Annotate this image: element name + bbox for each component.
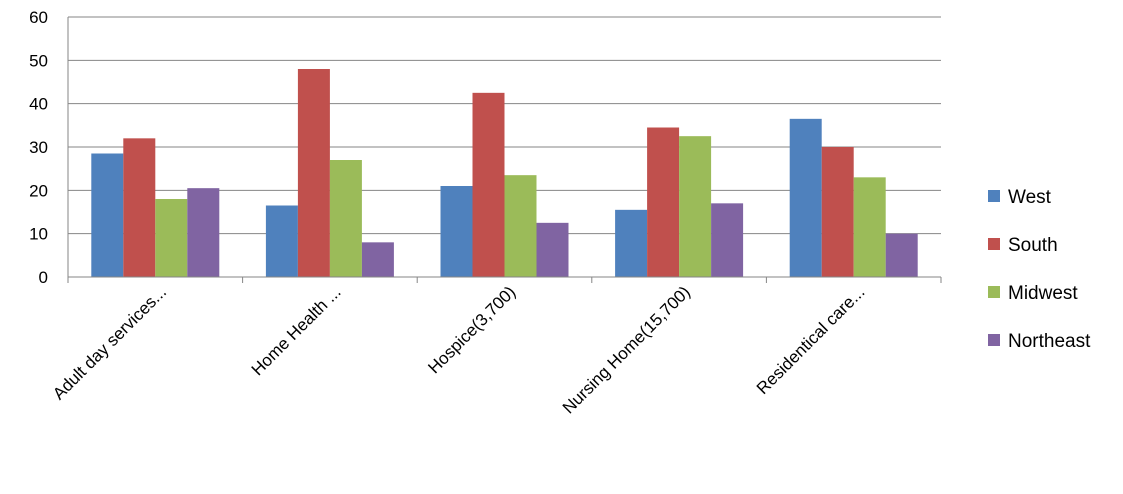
bar-west-3 — [615, 209, 648, 277]
legend-label-northeast: Northeast — [1008, 331, 1091, 352]
y-tick-label: 20 — [29, 181, 48, 200]
bar-south-2 — [472, 92, 505, 277]
bar-south-0 — [123, 138, 156, 277]
bar-northeast-2 — [536, 222, 569, 277]
y-tick-label: 0 — [39, 268, 48, 287]
bar-northeast-4 — [885, 233, 918, 277]
axes — [67, 17, 942, 283]
x-category-label: Nursing Home(15,700) — [559, 282, 694, 417]
bar-west-0 — [91, 153, 124, 277]
bar-midwest-1 — [329, 160, 362, 277]
bar-west-1 — [265, 205, 298, 277]
x-category-label: Adult day services... — [49, 282, 170, 403]
x-category-label: Hospice(3,700) — [424, 282, 519, 377]
legend: West South Midwest Northeast — [988, 187, 1091, 352]
bar-northeast-3 — [711, 203, 744, 277]
legend-swatch-midwest — [988, 286, 1000, 298]
y-tick-label: 50 — [29, 51, 48, 70]
x-category-label: Home Health ... — [248, 282, 345, 379]
legend-swatch-west — [988, 190, 1000, 202]
legend-label-south: South — [1008, 235, 1058, 256]
bar-south-3 — [647, 127, 680, 277]
bar-midwest-0 — [155, 199, 188, 277]
bar-northeast-1 — [361, 242, 394, 277]
y-tick-label: 10 — [29, 225, 48, 244]
y-tick-label: 30 — [29, 138, 48, 157]
y-tick-label: 40 — [29, 95, 48, 114]
x-category-labels: Adult day services... Home Health ... Hosp… — [49, 282, 868, 417]
legend-label-west: West — [1008, 187, 1052, 208]
legend-swatch-northeast — [988, 334, 1000, 346]
bar-south-1 — [297, 69, 330, 277]
bar-northeast-0 — [187, 188, 220, 277]
bar-midwest-3 — [679, 136, 712, 277]
bars — [91, 69, 918, 277]
bar-west-2 — [440, 186, 473, 277]
y-tick-label: 60 — [29, 8, 48, 27]
bar-midwest-2 — [504, 175, 537, 277]
y-tick-labels: 0 10 20 30 40 50 60 — [29, 8, 48, 287]
bar-west-4 — [789, 118, 822, 277]
legend-swatch-south — [988, 238, 1000, 250]
bar-south-4 — [821, 147, 854, 277]
x-category-label: Residentical care... — [753, 282, 869, 398]
bar-midwest-4 — [853, 177, 886, 277]
legend-label-midwest: Midwest — [1008, 283, 1078, 304]
